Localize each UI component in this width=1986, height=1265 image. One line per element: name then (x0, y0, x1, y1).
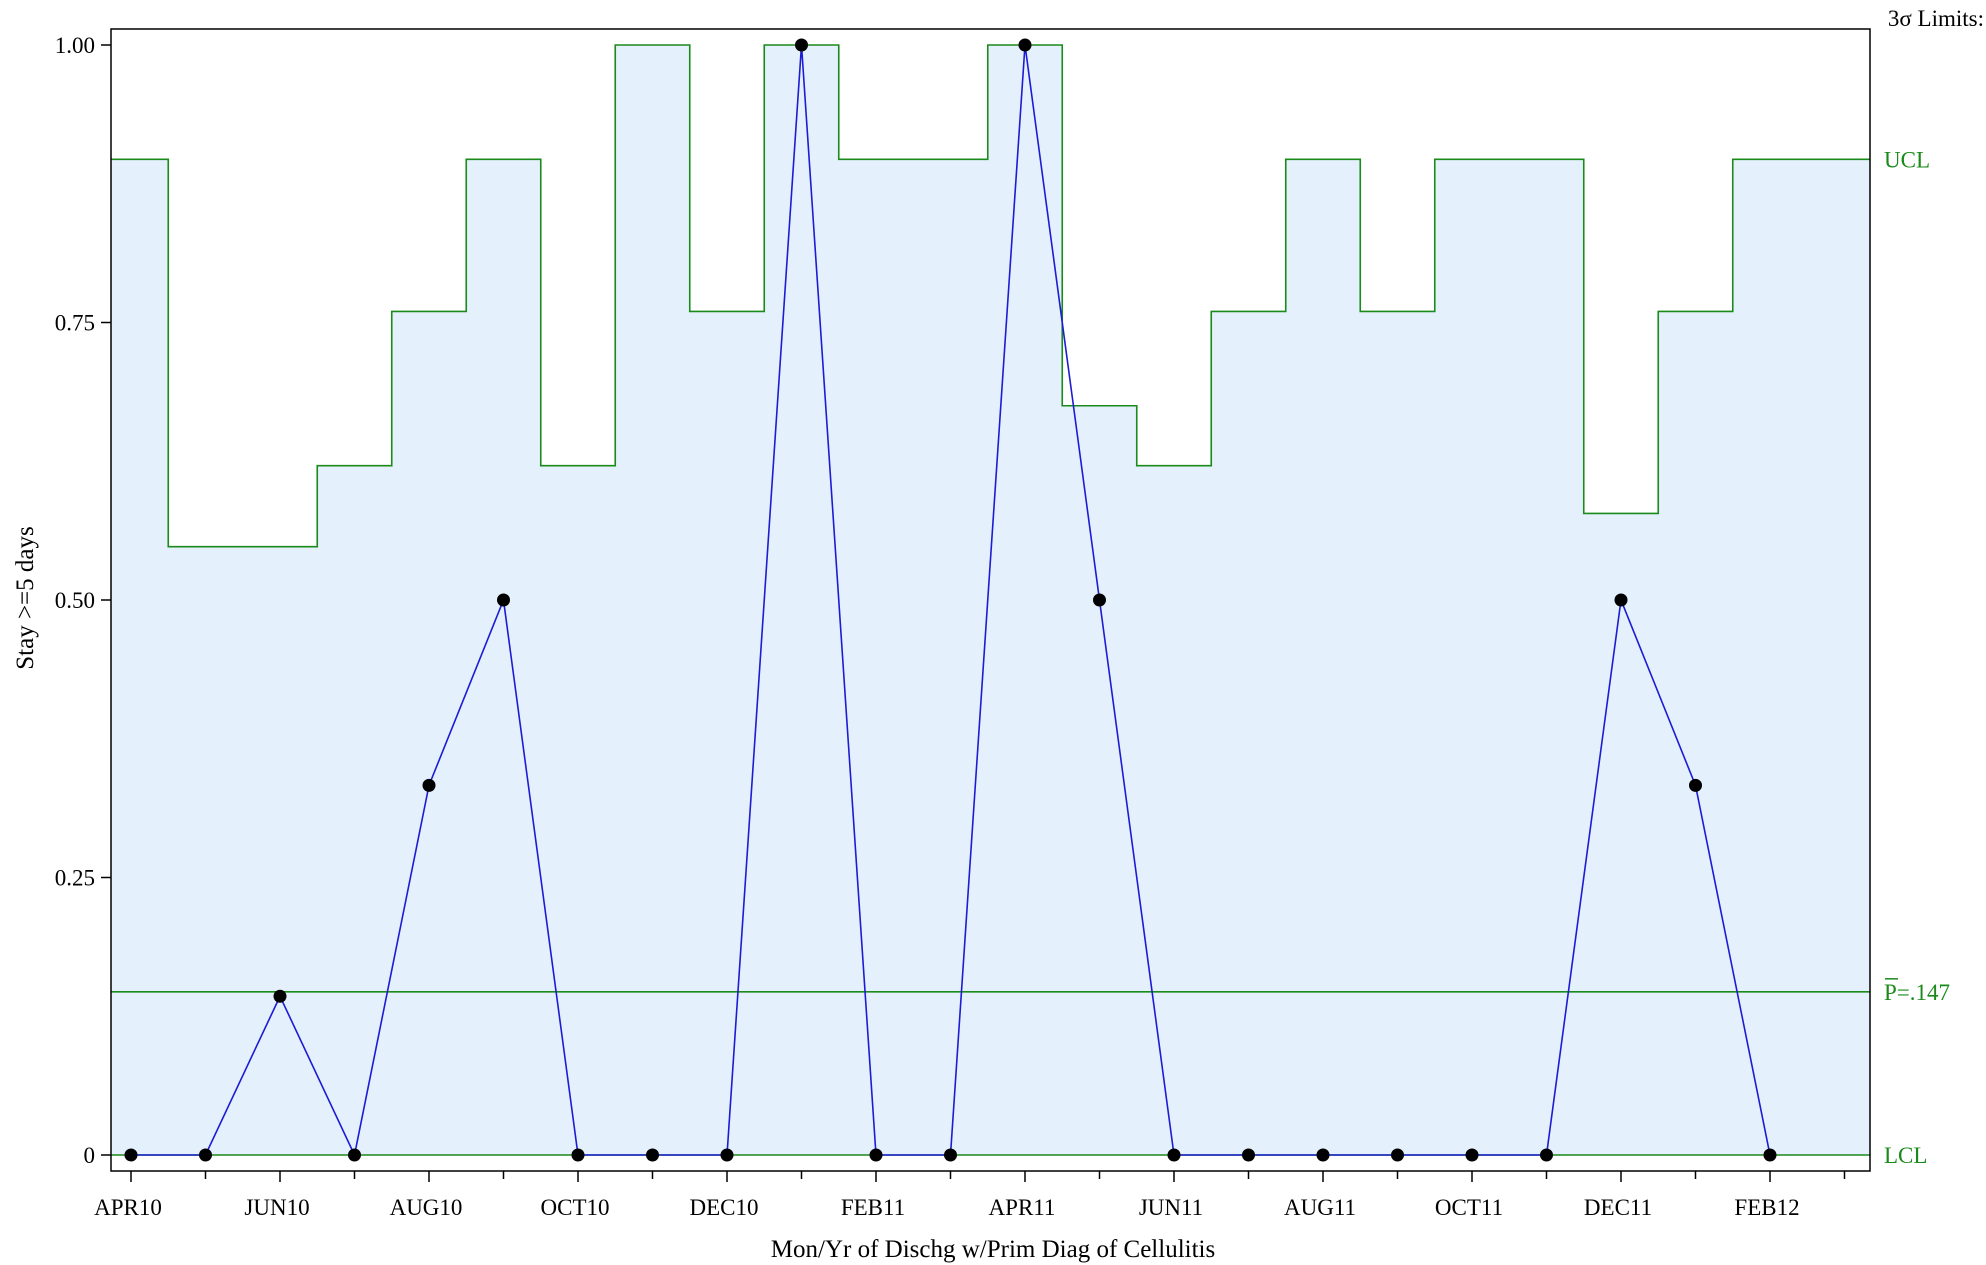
data-point (1093, 593, 1106, 607)
x-tick-label: OCT11 (1435, 1195, 1503, 1220)
x-tick-label: AUG10 (390, 1195, 463, 1220)
data-point (1391, 1148, 1404, 1162)
ucl-label: UCL (1884, 147, 1930, 172)
data-point (199, 1148, 212, 1162)
data-point (273, 989, 287, 1003)
x-tick-label: DEC11 (1584, 1195, 1652, 1220)
x-tick-label: AUG11 (1284, 1195, 1356, 1220)
y-tick-label: 1.00 (55, 33, 95, 58)
data-point (497, 593, 510, 607)
data-point (571, 1148, 585, 1162)
series-layer (124, 38, 1777, 1162)
y-axis-title: Stay >=5 days (12, 526, 39, 669)
limits-heading: 3σ Limits: (1888, 6, 1984, 31)
data-point (869, 1148, 883, 1162)
x-tick-label: APR10 (94, 1195, 162, 1220)
x-tick-label: JUN10 (244, 1195, 309, 1220)
center-line-label: P=.147 (1884, 980, 1950, 1005)
data-point (1018, 38, 1032, 52)
x-tick-label: OCT10 (541, 1195, 610, 1220)
data-point (1689, 778, 1702, 792)
y-tick-label: 0.50 (55, 588, 95, 613)
y-tick-label: 0.25 (55, 866, 95, 891)
data-point (720, 1148, 734, 1162)
control-limit-band (111, 45, 1870, 1155)
labels-layer: Stay >=5 days Mon/Yr of Dischg w/Prim Di… (12, 6, 1984, 1263)
x-tick-label: FEB12 (1734, 1195, 1799, 1220)
x-tick-label: JUN11 (1139, 1195, 1203, 1220)
control-limit-band-layer (111, 45, 1870, 1155)
x-tick-label: APR11 (989, 1195, 1056, 1220)
lcl-label: LCL (1884, 1143, 1927, 1168)
x-tick-label: FEB11 (841, 1195, 905, 1220)
data-point (944, 1148, 957, 1162)
x-tick-label: DEC10 (690, 1195, 759, 1220)
y-tick-label: 0 (84, 1143, 96, 1168)
data-point (1763, 1148, 1777, 1162)
data-point (1614, 593, 1628, 607)
ucl-step-line (111, 44, 1870, 548)
data-point (1242, 1148, 1255, 1162)
y-tick-label: 0.75 (55, 311, 95, 336)
reference-lines-layer (111, 44, 1870, 1156)
data-point (1167, 1148, 1181, 1162)
data-point (646, 1148, 659, 1162)
data-point (1465, 1148, 1479, 1162)
data-point (1540, 1148, 1553, 1162)
data-point (124, 1148, 138, 1162)
data-point (422, 778, 436, 792)
data-point (348, 1148, 361, 1162)
x-axis-title: Mon/Yr of Dischg w/Prim Diag of Cellulit… (771, 1236, 1215, 1263)
axes-layer (101, 28, 1871, 1182)
data-point (1316, 1148, 1330, 1162)
data-point (795, 38, 808, 52)
